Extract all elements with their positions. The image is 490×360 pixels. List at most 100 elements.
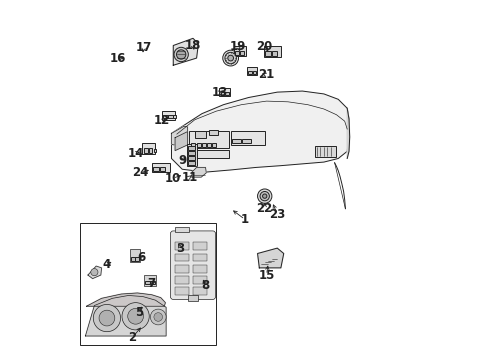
Bar (153, 149, 156, 152)
Circle shape (122, 303, 149, 330)
Text: 14: 14 (127, 147, 144, 159)
Bar (175, 276, 189, 284)
Bar (152, 163, 171, 172)
Text: 11: 11 (181, 171, 197, 184)
Bar (196, 143, 200, 147)
Text: 24: 24 (132, 166, 148, 179)
Polygon shape (172, 91, 349, 172)
Bar (153, 167, 159, 171)
Bar (193, 253, 207, 261)
Circle shape (150, 309, 166, 325)
Bar (252, 71, 256, 74)
Circle shape (223, 50, 239, 66)
Bar (173, 234, 213, 297)
Bar (190, 150, 229, 158)
Bar (175, 265, 189, 273)
Bar (188, 295, 198, 301)
Polygon shape (192, 167, 206, 177)
Bar (188, 161, 195, 165)
Circle shape (128, 309, 144, 324)
Bar (232, 139, 242, 143)
Bar (188, 151, 195, 154)
Bar (144, 275, 156, 286)
Bar (162, 111, 175, 120)
Text: 6: 6 (137, 251, 145, 264)
Polygon shape (175, 132, 188, 150)
Bar (144, 148, 148, 153)
Bar (248, 71, 252, 74)
Text: 18: 18 (185, 39, 201, 52)
Circle shape (258, 189, 272, 203)
Text: 2: 2 (128, 331, 136, 344)
Bar (209, 130, 218, 135)
Text: 4: 4 (103, 258, 111, 271)
Bar (175, 253, 189, 261)
Bar (315, 146, 337, 157)
Circle shape (174, 47, 188, 62)
Circle shape (154, 313, 163, 321)
Circle shape (91, 269, 98, 276)
Bar (190, 131, 229, 148)
Text: 23: 23 (269, 208, 285, 221)
Polygon shape (85, 296, 166, 336)
Text: 10: 10 (165, 172, 181, 185)
Bar (131, 257, 135, 261)
Text: 7: 7 (147, 278, 156, 291)
Bar (212, 143, 216, 147)
Text: 12: 12 (154, 114, 170, 127)
Text: 16: 16 (109, 51, 126, 64)
Circle shape (225, 52, 236, 64)
Text: 19: 19 (230, 40, 246, 53)
Bar (193, 287, 207, 295)
Text: 15: 15 (258, 269, 275, 282)
Bar (231, 131, 265, 145)
Polygon shape (88, 266, 101, 279)
Bar (173, 115, 176, 118)
Polygon shape (258, 248, 284, 268)
Bar (175, 287, 189, 295)
Circle shape (228, 55, 234, 61)
Text: 22: 22 (257, 202, 273, 215)
Text: 5: 5 (135, 306, 144, 319)
Text: 20: 20 (257, 40, 273, 53)
Circle shape (260, 192, 270, 201)
Text: 1: 1 (241, 213, 249, 226)
Bar (150, 281, 155, 284)
Text: 21: 21 (258, 68, 274, 81)
Bar (168, 115, 172, 118)
Bar (188, 156, 195, 159)
Bar (142, 143, 155, 154)
Bar (175, 227, 189, 232)
Bar (242, 139, 251, 143)
Bar (193, 265, 207, 273)
Text: 17: 17 (136, 41, 152, 54)
Circle shape (93, 305, 121, 332)
Polygon shape (87, 293, 166, 306)
Bar (195, 131, 205, 138)
Bar (146, 281, 149, 284)
Bar (191, 143, 195, 147)
Bar (271, 51, 277, 55)
Polygon shape (173, 39, 198, 65)
Text: 13: 13 (212, 86, 228, 99)
Text: 3: 3 (176, 242, 185, 255)
Text: 9: 9 (178, 154, 186, 167)
Text: 8: 8 (201, 279, 210, 292)
Bar (234, 46, 246, 56)
Polygon shape (172, 126, 188, 145)
Bar (266, 51, 271, 55)
Bar (193, 242, 207, 250)
Circle shape (263, 194, 267, 198)
Bar (187, 144, 197, 166)
Bar (219, 88, 230, 96)
Bar (129, 249, 140, 262)
Bar (135, 257, 139, 261)
Bar (175, 242, 189, 250)
Bar (235, 51, 239, 55)
Bar (149, 148, 152, 153)
Polygon shape (347, 108, 350, 158)
Bar (163, 115, 168, 118)
FancyBboxPatch shape (171, 231, 216, 300)
Bar (264, 45, 281, 57)
Bar (193, 276, 207, 284)
